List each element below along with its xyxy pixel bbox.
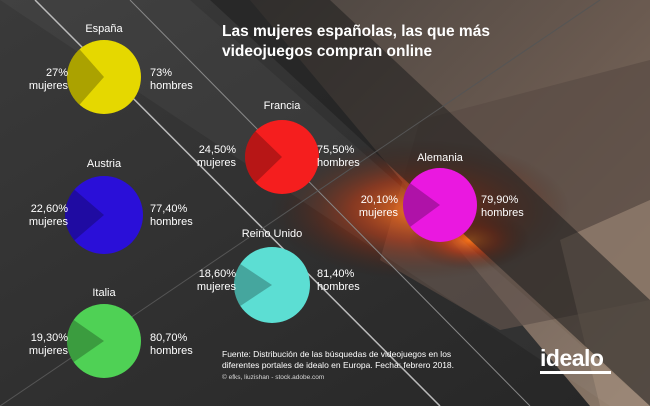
pie-0-mujeres-label: 27% mujeres [29, 67, 68, 93]
idealo-logo: idealo [540, 345, 604, 371]
pie-4-hombres-label-category: hombres [317, 281, 360, 293]
pie-3-hombres-label-value: 75,50% [317, 144, 355, 156]
pie-5-hombres-label: 79,90% hombres [481, 194, 524, 220]
pie-2-mujeres-label: 19,30% mujeres [29, 332, 68, 358]
pie-5-mujeres-label-category: mujeres [358, 207, 398, 219]
pie-0-mujeres-label-category: mujeres [28, 80, 68, 92]
pie-4-mujeres-label-category: mujeres [196, 281, 236, 293]
title-line-2: videojuegos compran online [222, 43, 433, 60]
pie-5-mujeres-label-value: 20,10% [360, 194, 398, 206]
diagonal-line [129, 0, 531, 406]
pie-3-mujeres-label-value: 24,50% [198, 144, 236, 156]
pie-5-mujeres-label: 20,10% mujeres [359, 194, 398, 220]
pie-4-hombres-label-value: 81,40% [317, 268, 355, 280]
source-note: Fuente: Distribución de las búsquedas de… [222, 349, 482, 371]
title-line-1: Las mujeres españolas, las que más [222, 23, 490, 40]
pie-1-hombres-label: 77,40% hombres [150, 203, 193, 229]
pie-4-hombres-label: 81,40% hombres [317, 268, 360, 294]
pie-3-hombres-label: 75,50% hombres [317, 144, 360, 170]
pie-1-mujeres-label-value: 22,60% [30, 203, 68, 215]
pie-1-hombres-label-value: 77,40% [150, 203, 188, 215]
pie-4-country: Reino Unido [241, 228, 303, 240]
pie-1-country: Austria [86, 158, 122, 170]
pie-2-hombres-label-category: hombres [150, 345, 193, 357]
pie-5-country: Alemania [417, 152, 463, 164]
source-line-2: diferentes portales de idealo en Europa.… [222, 360, 455, 370]
pie-2-mujeres-label-value: 19,30% [30, 332, 68, 344]
pie-3-mujeres-label: 24,50% mujeres [197, 144, 236, 170]
pie-0-hombres-label-value: 73% [150, 67, 173, 79]
pie-4-mujeres-label: 18,60% mujeres [197, 268, 236, 294]
source-line-1: Fuente: Distribución de las búsquedas de… [222, 349, 452, 359]
pie-1-mujeres-label: 22,60% mujeres [29, 203, 68, 229]
pie-1-hombres-label-category: hombres [150, 216, 193, 228]
pie-0-hombres-label: 73% hombres [150, 67, 193, 93]
pie-2-hombres-label: 80,70% hombres [150, 332, 193, 358]
pie-5-hombres-label-value: 79,90% [481, 194, 519, 206]
pie-3-mujeres-label-category: mujeres [196, 157, 236, 169]
pie-0-hombres-label-category: hombres [150, 80, 193, 92]
chart-title: Las mujeres españolas, las que más video… [222, 22, 522, 62]
pie-3-country: Francia [263, 100, 301, 112]
pie-2-hombres-label-value: 80,70% [150, 332, 188, 344]
pie-4-mujeres-label-value: 18,60% [198, 268, 236, 280]
pie-3-hombres-label-category: hombres [317, 157, 360, 169]
pie-1-mujeres-label-category: mujeres [28, 216, 68, 228]
logo-underline [540, 371, 611, 374]
pie-2-mujeres-label-category: mujeres [28, 345, 68, 357]
image-credit: © efks, liuzishan - stock.adobe.com [222, 374, 325, 381]
pie-0-mujeres-label-value: 27% [45, 67, 68, 79]
pie-5-hombres-label-category: hombres [481, 207, 524, 219]
pie-2-country: Italia [92, 287, 116, 299]
pie-0-country: España [85, 23, 123, 35]
